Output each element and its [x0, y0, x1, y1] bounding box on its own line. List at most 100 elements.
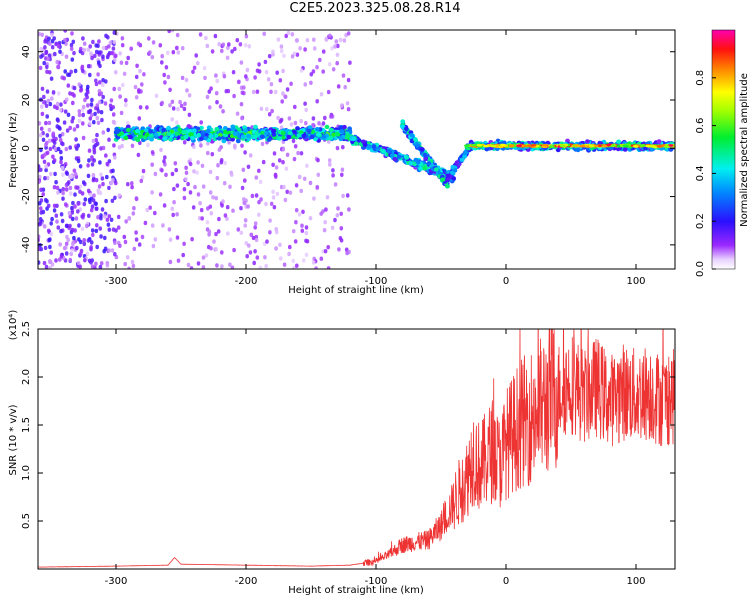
noise-dot [118, 94, 122, 99]
noise-dot [337, 247, 341, 252]
noise-dot [41, 100, 46, 105]
noise-dot [302, 176, 307, 181]
main-trace-left-cell [161, 127, 167, 133]
noise-dot [255, 89, 260, 94]
noise-dot [38, 65, 43, 71]
noise-dot [91, 138, 96, 144]
noise-dot [98, 226, 102, 231]
noise-dot [201, 255, 206, 260]
noise-dot [44, 103, 49, 109]
main-trace-left-cell [240, 134, 246, 139]
noise-dot [298, 46, 302, 51]
noise-dot [59, 156, 64, 161]
noise-dot [125, 120, 130, 126]
noise-dot [126, 55, 130, 61]
noise-dot [90, 228, 95, 233]
noise-dot [76, 201, 80, 206]
noise-dot [58, 137, 63, 143]
noise-dot [52, 185, 57, 190]
noise-dot [123, 261, 127, 267]
snr-x-tick-label: 0 [503, 576, 509, 587]
noise-dot [42, 224, 47, 229]
noise-dot [243, 218, 248, 223]
noise-dot [55, 101, 60, 107]
noise-dot [171, 50, 176, 55]
main-trace-left-cell [301, 133, 307, 138]
noise-dot [103, 101, 108, 106]
noise-dot [68, 145, 72, 150]
noise-dot [168, 237, 173, 242]
noise-dot [38, 31, 41, 37]
noise-dot [174, 167, 178, 173]
noise-dot [192, 144, 196, 150]
noise-dot [190, 237, 194, 242]
noise-dot [230, 265, 235, 269]
main-trace-left-cell [230, 137, 236, 142]
noise-dot [90, 97, 94, 103]
noise-dot [199, 120, 203, 125]
noise-dot [198, 32, 203, 37]
main-trace-left-cell [307, 125, 313, 130]
noise-dot [339, 226, 344, 231]
noise-dot [90, 264, 95, 269]
noise-dot [73, 204, 77, 209]
noise-dot [316, 172, 321, 177]
noise-dot [247, 44, 252, 49]
noise-dot [52, 138, 56, 143]
noise-dot [38, 220, 43, 225]
noise-dot [79, 46, 83, 52]
snr-x-tick-label: -300 [105, 576, 128, 587]
noise-dot [240, 143, 244, 148]
noise-dot [158, 192, 163, 197]
noise-dot [323, 220, 328, 225]
noise-dot [184, 77, 189, 83]
noise-dot [73, 192, 77, 197]
noise-dot [72, 127, 77, 132]
noise-dot [59, 254, 64, 259]
noise-dot [86, 163, 90, 168]
noise-dot [185, 88, 189, 93]
noise-dot [333, 217, 337, 223]
noise-dot [263, 59, 268, 65]
noise-dot [321, 69, 326, 74]
noise-dot [231, 208, 235, 213]
noise-dot [65, 128, 70, 133]
noise-dot [311, 260, 316, 265]
noise-dot [71, 100, 75, 106]
noise-dot [254, 175, 259, 180]
noise-dot [44, 264, 49, 269]
noise-dot [59, 212, 64, 217]
noise-dot [105, 161, 110, 167]
noise-dot [300, 228, 305, 233]
noise-dot [126, 182, 130, 187]
join-branch-cell [463, 150, 468, 156]
noise-dot [62, 120, 67, 125]
noise-dot [182, 106, 187, 112]
noise-dot [111, 112, 116, 117]
noise-dot [274, 165, 279, 170]
main-trace-left-cell [280, 130, 286, 136]
noise-dot [68, 91, 72, 96]
noise-dot [49, 171, 53, 177]
noise-dot [264, 69, 269, 75]
noise-dot [303, 82, 308, 87]
noise-dot [56, 64, 60, 70]
noise-dot [341, 145, 345, 150]
noise-dot [327, 158, 332, 163]
main-trace-left-cell [177, 127, 183, 132]
main-trace-left-cell [190, 135, 196, 141]
main-trace-left-cell [286, 135, 292, 140]
noise-dot [116, 214, 121, 220]
noise-dot [334, 39, 339, 44]
noise-dot [166, 74, 171, 80]
noise-dot [66, 112, 71, 118]
stable-trace-core-cell [476, 143, 483, 147]
noise-dot [95, 132, 99, 138]
stable-trace-outer-cell [484, 147, 490, 152]
noise-dot [105, 174, 109, 180]
noise-dot [57, 91, 61, 96]
noise-dot [346, 77, 351, 83]
stable-trace-core-cell [549, 145, 555, 148]
noise-dot [240, 116, 244, 121]
noise-dot [187, 93, 192, 98]
